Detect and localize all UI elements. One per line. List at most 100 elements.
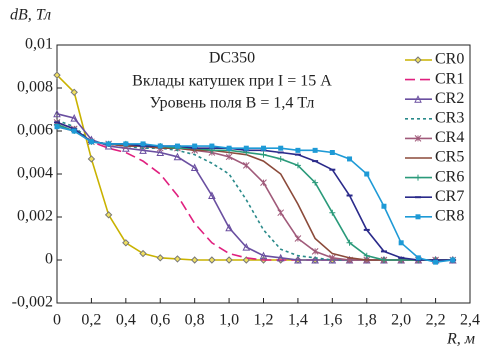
marker (295, 147, 301, 153)
marker (329, 150, 335, 155)
legend-label: CR6 (435, 168, 464, 185)
marker (450, 257, 456, 263)
y-tick-label: 0 (45, 251, 53, 268)
marker (294, 255, 302, 264)
marker (174, 143, 180, 149)
marker (190, 163, 199, 172)
series-line (56, 121, 453, 261)
marker (140, 141, 146, 147)
legend-label: CR3 (435, 109, 464, 126)
marker (328, 254, 336, 262)
marker (122, 239, 130, 247)
y-tick-label: 0,002 (17, 208, 53, 225)
marker (312, 147, 318, 153)
marker (242, 242, 251, 251)
legend-marker (415, 174, 421, 181)
legend-label: CR4 (435, 129, 464, 146)
marker (363, 252, 370, 259)
marker (190, 256, 199, 264)
x-tick-label: 2,2 (426, 312, 446, 329)
y-tick-label: 0,004 (17, 165, 53, 182)
marker (242, 162, 250, 169)
marker (364, 171, 370, 177)
marker (329, 209, 336, 216)
x-tick-label: 0,4 (116, 312, 136, 329)
marker (433, 259, 439, 265)
marker (156, 148, 165, 156)
legend-label: CR2 (435, 90, 464, 107)
marker (225, 223, 233, 232)
legend-label: CR0 (435, 51, 464, 68)
marker (381, 203, 387, 209)
x-tick-label: 1,4 (288, 312, 308, 329)
chart-subtitle: Вклады катушек при I = 15 А (132, 73, 332, 90)
series-line (56, 119, 453, 261)
marker (243, 145, 249, 151)
marker (209, 143, 215, 149)
marker (123, 141, 129, 147)
marker (70, 88, 78, 97)
marker (70, 113, 79, 122)
marker (311, 255, 319, 264)
x-tick-label: 1,8 (357, 312, 377, 329)
marker (53, 109, 61, 118)
legend-marker (414, 56, 422, 64)
marker (87, 155, 96, 163)
x-tick-label: 2,4 (460, 312, 480, 329)
legend-label: CR7 (435, 188, 464, 205)
marker (225, 153, 233, 161)
y-tick-label: 0,006 (17, 122, 53, 139)
marker (53, 71, 61, 79)
marker (398, 240, 404, 246)
marker (415, 255, 421, 261)
marker (71, 128, 77, 134)
marker (208, 256, 216, 264)
x-tick-label: 1,2 (254, 312, 274, 329)
marker (277, 209, 285, 217)
legend-marker (415, 214, 421, 220)
marker (260, 179, 267, 186)
marker (173, 152, 182, 161)
series-line (56, 113, 453, 261)
legend-marker (414, 95, 422, 103)
marker (106, 141, 112, 147)
marker (294, 162, 301, 169)
chart-title: DC350 (209, 50, 255, 67)
marker (88, 139, 94, 145)
marker (226, 145, 232, 151)
x-axis-label: R, м (446, 331, 475, 348)
y-tick-label: 0,008 (17, 79, 53, 96)
marker (278, 145, 284, 151)
legend-label: CR1 (435, 70, 464, 87)
marker (139, 249, 147, 258)
x-tick-label: 0,8 (185, 312, 205, 329)
x-tick-label: 2,0 (391, 312, 411, 329)
legend-label: CR5 (435, 149, 464, 166)
marker (156, 254, 164, 262)
x-tick-label: 1,0 (219, 312, 239, 329)
marker (173, 255, 182, 263)
marker (54, 124, 60, 130)
marker (276, 253, 285, 262)
marker (208, 191, 216, 199)
marker (277, 155, 284, 162)
marker (259, 251, 268, 260)
marker (380, 257, 387, 263)
series-line (56, 121, 453, 261)
x-tick-label: 1,6 (322, 312, 342, 329)
marker (261, 145, 266, 151)
marker (192, 143, 198, 149)
marker (294, 235, 302, 242)
marker (225, 256, 233, 264)
legend-label: CR8 (435, 207, 464, 224)
y-axis-label: dB, Тл (10, 7, 51, 24)
x-tick-label: 0,6 (150, 312, 170, 329)
marker (312, 179, 319, 186)
marker (157, 143, 163, 149)
marker (242, 256, 250, 264)
x-tick-label: 0,2 (81, 312, 101, 329)
marker (260, 151, 267, 158)
legend-marker (414, 135, 422, 142)
y-tick-label: 0,01 (25, 36, 53, 53)
